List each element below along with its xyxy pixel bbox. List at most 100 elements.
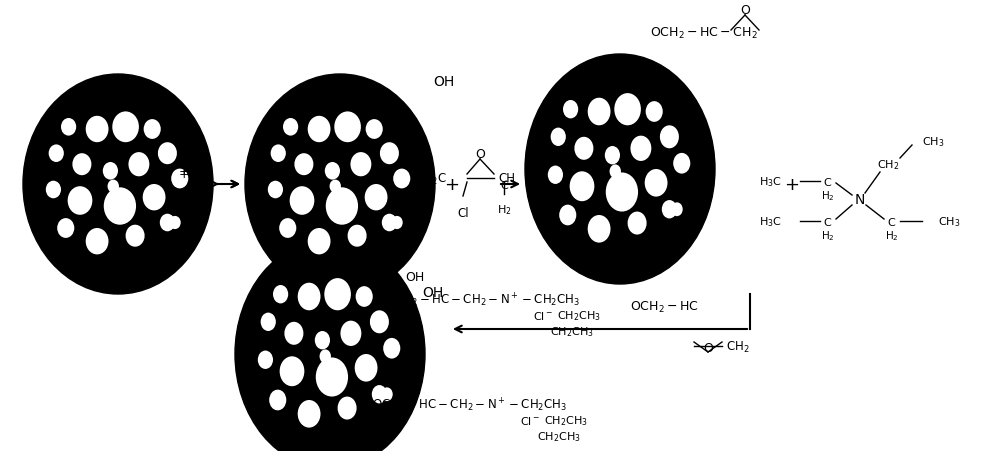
Ellipse shape [340,321,361,346]
Ellipse shape [614,94,641,126]
Text: C: C [500,180,508,191]
Ellipse shape [660,126,679,149]
Ellipse shape [588,216,610,243]
Ellipse shape [169,216,181,230]
Text: $\mathregular{OCH_2-HC}$: $\mathregular{OCH_2-HC}$ [630,299,699,314]
Ellipse shape [355,354,378,382]
Ellipse shape [308,116,331,143]
Text: $\mathregular{Cl^-}$: $\mathregular{Cl^-}$ [533,309,553,321]
Ellipse shape [112,112,139,143]
Ellipse shape [245,75,435,295]
Ellipse shape [171,169,188,189]
Ellipse shape [316,358,348,397]
Text: OH: OH [433,75,454,89]
Ellipse shape [279,219,296,239]
Ellipse shape [606,173,638,212]
Text: $\mathregular{H_3C}$: $\mathregular{H_3C}$ [759,215,782,228]
Ellipse shape [326,188,358,225]
Ellipse shape [86,116,109,143]
Ellipse shape [235,239,425,451]
Text: OH: OH [392,376,412,389]
Ellipse shape [283,119,298,136]
Text: $\mathregular{OCH_2-HC-CH_2}$: $\mathregular{OCH_2-HC-CH_2}$ [650,25,758,41]
Ellipse shape [348,225,367,247]
Ellipse shape [372,385,387,404]
Text: OH: OH [422,285,443,299]
Text: OH: OH [405,271,425,284]
Ellipse shape [268,181,283,199]
Ellipse shape [382,214,397,232]
Ellipse shape [280,356,304,387]
Text: O: O [740,5,750,18]
Ellipse shape [628,212,647,235]
Ellipse shape [365,184,388,211]
Ellipse shape [570,172,594,202]
Text: +: + [445,175,460,193]
Text: $\mathregular{OCH_2-HC-CH_2-N^+-CH_2CH_3}$: $\mathregular{OCH_2-HC-CH_2-N^+-CH_2CH_3… [385,290,580,308]
Text: $\mathregular{CH_3}$: $\mathregular{CH_3}$ [938,215,960,228]
Text: $\mathregular{Cl^-}$: $\mathregular{Cl^-}$ [520,414,540,426]
Text: $\mathregular{H_2}$: $\mathregular{H_2}$ [821,229,835,242]
Text: $\mathregular{CH_2}$: $\mathregular{CH_2}$ [726,339,750,354]
Ellipse shape [630,136,651,161]
Ellipse shape [662,201,677,219]
Ellipse shape [605,147,620,165]
Text: N: N [855,193,865,207]
Ellipse shape [261,313,276,331]
Ellipse shape [559,205,576,226]
Text: $\mathregular{C}$: $\mathregular{C}$ [823,216,833,227]
Ellipse shape [144,120,161,140]
Text: +: + [784,175,800,193]
Text: $\mathregular{CH_2CH_3}$: $\mathregular{CH_2CH_3}$ [557,308,601,322]
Ellipse shape [160,214,175,232]
Ellipse shape [298,400,321,428]
Ellipse shape [269,390,286,410]
Ellipse shape [588,98,610,126]
Ellipse shape [49,145,64,163]
Ellipse shape [366,120,383,140]
Ellipse shape [104,188,136,225]
Ellipse shape [391,216,403,230]
Ellipse shape [350,153,371,177]
Ellipse shape [72,154,91,176]
Ellipse shape [128,153,149,177]
Text: $\mathregular{H_2C}$: $\mathregular{H_2C}$ [423,171,447,186]
Text: Cl: Cl [457,207,469,220]
Ellipse shape [298,283,321,311]
Ellipse shape [370,311,389,334]
Ellipse shape [308,229,331,255]
Ellipse shape [525,55,715,285]
Ellipse shape [126,225,145,247]
Text: $\mathregular{CH_2CH_3}$: $\mathregular{CH_2CH_3}$ [537,429,581,443]
Ellipse shape [324,278,351,311]
Ellipse shape [610,165,621,179]
Text: $\mathregular{H_2}$: $\mathregular{H_2}$ [885,229,899,242]
Ellipse shape [320,350,331,364]
Ellipse shape [143,184,166,211]
Text: $\mathregular{CH_2CH_3}$: $\mathregular{CH_2CH_3}$ [544,413,588,427]
Text: $\mathregular{CH_2}$: $\mathregular{CH_2}$ [877,158,899,171]
Ellipse shape [284,322,303,345]
Ellipse shape [57,219,74,239]
Ellipse shape [338,397,357,419]
Text: $\mathregular{H_2}$: $\mathregular{H_2}$ [497,202,511,216]
Ellipse shape [273,285,288,304]
Text: $\mathregular{CH_3}$: $\mathregular{CH_3}$ [922,135,944,148]
Text: $\mathregular{OCH_2-HC-CH_2-N^+-CH_2CH_3}$: $\mathregular{OCH_2-HC-CH_2-N^+-CH_2CH_3… [372,396,567,413]
Ellipse shape [325,163,340,180]
Ellipse shape [356,286,373,307]
Ellipse shape [551,129,566,147]
Ellipse shape [673,153,690,174]
Ellipse shape [383,338,400,359]
Ellipse shape [381,387,393,401]
Text: O: O [475,148,485,161]
Ellipse shape [294,154,313,176]
Ellipse shape [68,187,92,215]
Ellipse shape [574,138,593,161]
Ellipse shape [315,331,330,350]
Ellipse shape [46,181,61,199]
Text: O: O [703,342,713,355]
Text: +氧化剂: +氧化剂 [178,165,212,178]
Ellipse shape [61,119,76,136]
Ellipse shape [393,169,410,189]
